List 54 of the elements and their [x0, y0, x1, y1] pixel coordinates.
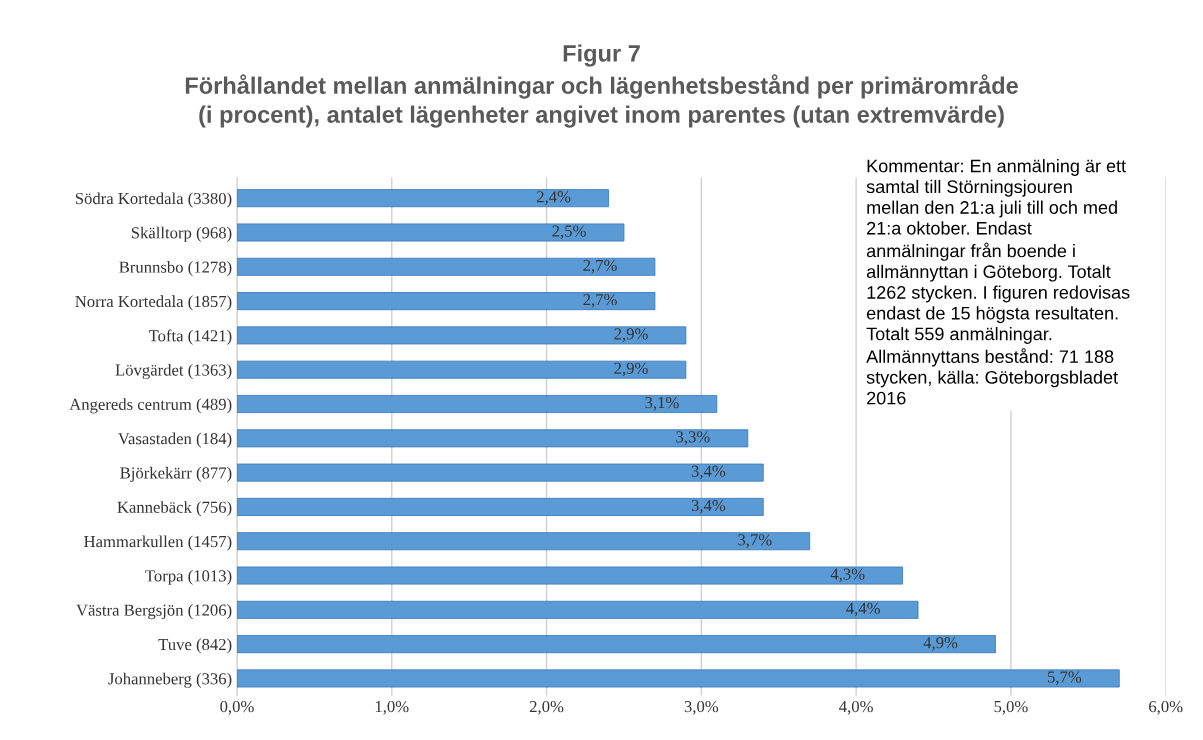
bar — [236, 532, 811, 551]
bar — [236, 326, 687, 345]
data-label: 4,9% — [923, 637, 958, 651]
data-label: 3,4% — [691, 499, 726, 514]
chart-title: Figur 7 Förhållandet mellan anmälningar och lägenhetsbestånd per primärområde (i procent), antalet lägenheter angivet inom parentes (utan extremvärde) — [185, 44, 1018, 128]
data-label: 2,9% — [614, 328, 648, 342]
y-tick-label: Johanneberg (336) — [108, 672, 232, 688]
y-tick-label: Lövgärdet (1363) — [115, 363, 232, 380]
y-tick-label: Norra Kortedala (1857) — [75, 295, 232, 311]
bar — [236, 635, 996, 654]
x-tick-label: 3,0% — [684, 700, 719, 715]
text: Kommentar: En anmälning är ett samtal till Störningsjouren mellan den 21:a juli till och med 21:a oktober. Endast anmälningar från boende i allmännyttan i Göteborg. Totalt 1262 stycken. I figuren redovisas endast de 15 högsta resultaten. Totalt 559 anmälningar. Allmännyttans bestånd: 71 188 stycken, källa: Göteborgsbladet 2016 — [866, 159, 1130, 405]
y-tick-label: Tuve (842) — [158, 638, 232, 654]
data-label: 5,7% — [1048, 671, 1082, 686]
y-tick-label: Torpa (1013) — [145, 569, 232, 585]
data-label: 4,4% — [846, 602, 880, 617]
bar — [236, 566, 903, 585]
y-tick-label: Södra Kortedala (3380) — [75, 192, 232, 208]
bar — [236, 497, 764, 516]
data-label: 3,1% — [645, 396, 679, 411]
y-tick-label: Björkekärr (877) — [120, 466, 232, 482]
y-tick-label: Kannebäck (756) — [117, 501, 232, 517]
y-tick-label: Tofta (1421) — [148, 329, 232, 345]
data-label: 3,4% — [691, 465, 726, 480]
x-tick-label: 1,0% — [375, 700, 409, 715]
bar — [236, 669, 1120, 688]
data-label: 3,3% — [676, 431, 710, 445]
x-tick-label: 0,0% — [220, 700, 254, 715]
data-label: 2,4% — [536, 191, 571, 205]
bar — [236, 292, 656, 311]
y-tick-label: Vasastaden (184) — [118, 432, 232, 448]
y-tick-label: Västra Bergsjön (1206) — [76, 604, 232, 620]
y-tick-label: Hammarkullen (1457) — [84, 535, 232, 551]
x-tick-label: 6,0% — [1149, 700, 1183, 715]
bar — [236, 600, 919, 619]
data-label: 4,3% — [830, 568, 865, 583]
bar — [236, 189, 609, 208]
data-label: 2,5% — [552, 225, 586, 240]
bar — [236, 223, 625, 242]
bar — [236, 429, 749, 448]
y-tick-label: Brunnsbo (1278) — [119, 261, 232, 277]
bar — [236, 395, 718, 414]
data-label: 2,7% — [583, 259, 617, 274]
y-tick-label: Skälltorp (968) — [131, 226, 232, 242]
bar — [236, 257, 656, 276]
data-label: 3,7% — [738, 534, 772, 548]
data-label: 2,9% — [614, 362, 648, 377]
x-tick-label: 4,0% — [839, 700, 873, 715]
x-tick-label: 2,0% — [529, 700, 564, 715]
x-tick-label: 5,0% — [994, 700, 1028, 715]
bar — [236, 360, 687, 379]
bar — [236, 463, 764, 482]
y-tick-label: Angereds centrum (489) — [69, 398, 232, 414]
data-label: 2,7% — [583, 294, 617, 308]
